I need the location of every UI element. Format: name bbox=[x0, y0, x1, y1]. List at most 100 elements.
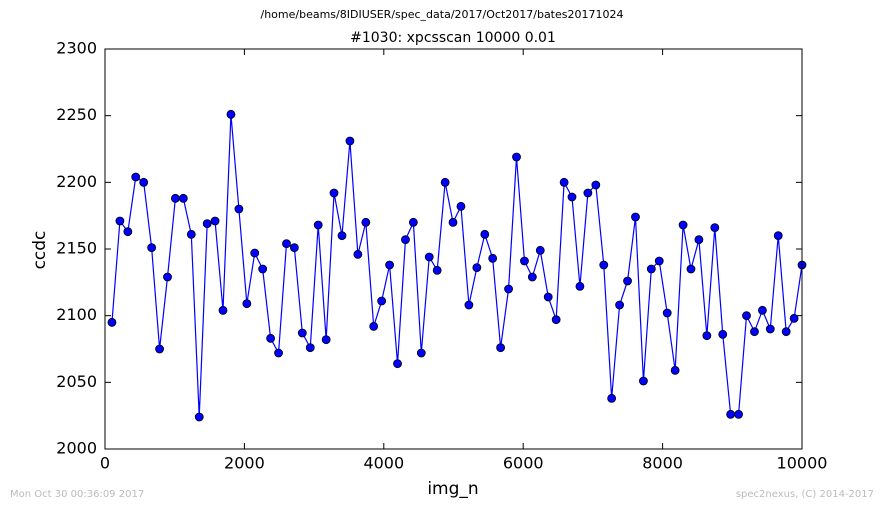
y-tick-label: 2300 bbox=[56, 39, 97, 58]
data-point bbox=[718, 329, 728, 339]
data-point bbox=[369, 321, 379, 331]
data-point bbox=[480, 229, 490, 239]
data-point bbox=[329, 188, 339, 198]
data-point bbox=[424, 252, 434, 262]
data-point bbox=[377, 296, 387, 306]
x-tick-label: 6000 bbox=[503, 454, 544, 473]
data-point bbox=[416, 348, 426, 358]
data-point bbox=[488, 253, 498, 263]
data-point bbox=[789, 313, 799, 323]
data-point bbox=[186, 229, 196, 239]
data-point bbox=[512, 152, 521, 162]
data-point bbox=[194, 412, 204, 422]
y-tick-label: 2250 bbox=[56, 105, 97, 124]
y-tick-label: 2100 bbox=[56, 305, 97, 324]
data-point bbox=[170, 193, 180, 203]
data-point bbox=[726, 409, 736, 419]
x-tick-label: 2000 bbox=[224, 454, 265, 473]
data-point bbox=[131, 172, 141, 182]
y-tick-label: 2050 bbox=[56, 372, 97, 391]
y-tick-label: 2150 bbox=[56, 239, 97, 258]
data-point bbox=[266, 333, 276, 343]
data-point bbox=[448, 217, 458, 227]
data-point bbox=[408, 217, 418, 227]
y-tick-label: 2000 bbox=[56, 439, 97, 458]
data-point bbox=[631, 212, 640, 222]
footer-right: spec2nexus, (C) 2014-2017 bbox=[736, 489, 874, 500]
data-point bbox=[337, 231, 347, 241]
data-point bbox=[361, 217, 371, 227]
data-point bbox=[305, 343, 315, 353]
data-point bbox=[710, 223, 720, 233]
data-point bbox=[282, 239, 291, 249]
data-point bbox=[742, 311, 751, 321]
x-tick-label: 0 bbox=[100, 454, 110, 473]
data-point bbox=[496, 343, 506, 353]
data-point bbox=[527, 272, 537, 282]
data-point bbox=[440, 177, 450, 187]
data-point bbox=[321, 335, 331, 345]
data-point bbox=[401, 235, 410, 245]
data-point bbox=[686, 264, 696, 274]
data-point bbox=[155, 344, 164, 354]
data-point bbox=[107, 317, 117, 327]
data-point bbox=[583, 188, 593, 198]
data-point bbox=[147, 243, 157, 253]
data-point bbox=[535, 245, 545, 255]
data-point bbox=[464, 300, 474, 310]
data-point bbox=[115, 216, 125, 226]
data-point bbox=[139, 177, 149, 187]
data-point bbox=[543, 292, 553, 302]
data-point bbox=[393, 359, 402, 369]
data-point bbox=[250, 248, 260, 258]
data-point bbox=[472, 263, 482, 273]
data-point bbox=[678, 220, 688, 230]
data-point bbox=[654, 256, 664, 266]
data-point bbox=[297, 328, 307, 338]
data-point bbox=[599, 260, 609, 270]
data-point bbox=[559, 177, 569, 187]
x-axis-label: img_n bbox=[427, 479, 478, 499]
data-point bbox=[274, 348, 283, 358]
data-point bbox=[607, 393, 617, 403]
x-tick-label: 4000 bbox=[363, 454, 404, 473]
data-point bbox=[662, 308, 672, 318]
data-point bbox=[670, 365, 680, 375]
y-tick-label: 2200 bbox=[56, 172, 97, 191]
data-point bbox=[702, 331, 712, 341]
data-point bbox=[694, 235, 704, 245]
data-point bbox=[734, 409, 743, 419]
data-point bbox=[163, 272, 172, 282]
data-point bbox=[520, 256, 529, 266]
y-axis-label: ccdc bbox=[30, 231, 50, 270]
suptitle: /home/beams/8IDIUSER/spec_data/2017/Oct2… bbox=[261, 8, 624, 21]
x-tick-label: 10000 bbox=[777, 454, 828, 473]
data-point bbox=[242, 299, 252, 309]
data-point bbox=[615, 300, 624, 310]
data-point bbox=[639, 376, 648, 386]
series-line bbox=[111, 114, 803, 418]
data-point bbox=[765, 324, 775, 334]
x-tick-label: 8000 bbox=[642, 454, 683, 473]
data-point bbox=[210, 216, 220, 226]
data-point bbox=[781, 327, 791, 337]
data-point bbox=[353, 249, 363, 259]
data-point bbox=[226, 109, 236, 119]
data-point bbox=[504, 284, 513, 294]
data-point bbox=[575, 281, 585, 291]
data-point bbox=[385, 260, 394, 270]
data-point bbox=[591, 180, 601, 190]
data-point bbox=[623, 276, 632, 286]
data-point bbox=[313, 220, 323, 230]
chart-title: #1030: xpcsscan 10000 0.01 bbox=[350, 30, 556, 46]
data-point bbox=[289, 243, 299, 253]
plot-frame bbox=[104, 48, 803, 450]
data-point bbox=[456, 201, 466, 211]
data-point bbox=[750, 327, 759, 337]
footer-left: Mon Oct 30 00:36:09 2017 bbox=[10, 489, 144, 500]
data-point bbox=[432, 265, 442, 275]
data-point bbox=[218, 305, 228, 315]
data-point bbox=[773, 231, 783, 241]
data-point bbox=[758, 305, 767, 315]
